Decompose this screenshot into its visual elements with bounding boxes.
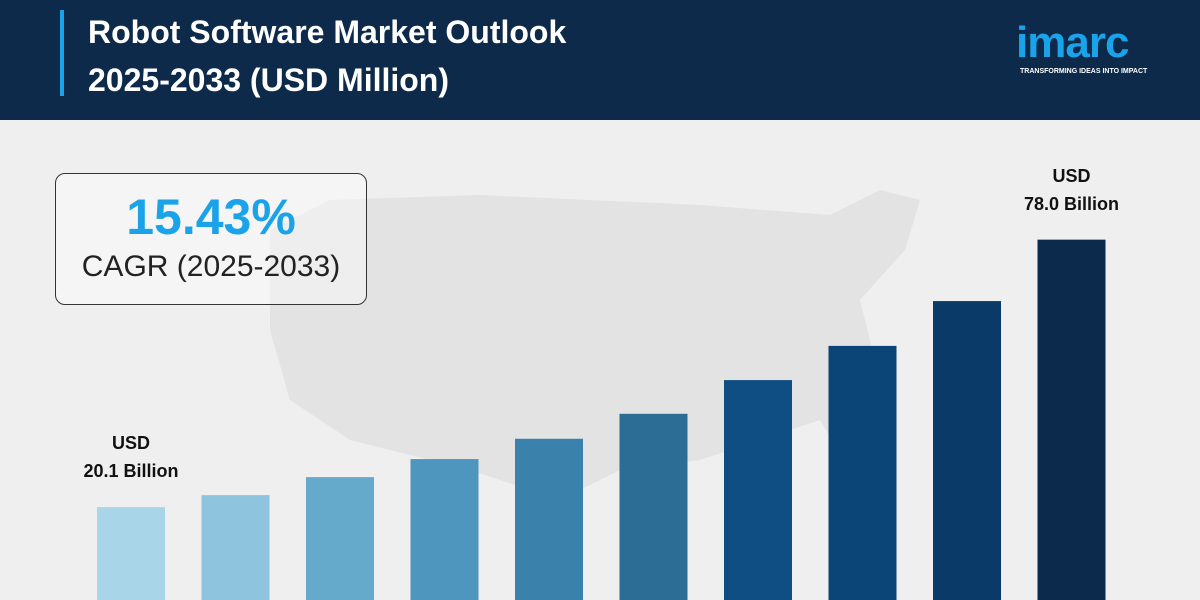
chart-title: Robot Software Market Outlook 2025-2033 … (88, 14, 567, 98)
cagr-box: 15.43% CAGR (2025-2033) (55, 173, 367, 305)
bar (97, 507, 165, 600)
cagr-value: 15.43% (126, 189, 296, 245)
accent-bar (60, 10, 64, 96)
logo: imarc (1016, 18, 1129, 67)
value-label: USD 20.1 Billion (83, 433, 179, 482)
bar (933, 301, 1001, 600)
cagr-label: CAGR (2025-2033) (81, 250, 341, 283)
logo-tagline: TRANSFORMING IDEAS INTO IMPACT (1020, 68, 1148, 75)
map-silhouette (270, 190, 920, 500)
bar (724, 380, 792, 600)
bar (515, 438, 583, 600)
bar (306, 477, 374, 600)
header: Robot Software Market Outlook 2025-2033 … (0, 0, 1200, 120)
bar (410, 459, 479, 600)
bar (828, 345, 897, 600)
bar (1037, 239, 1106, 600)
bar (619, 413, 688, 600)
bar (201, 495, 270, 600)
value-label: USD 78.0 Billion (1023, 165, 1120, 214)
